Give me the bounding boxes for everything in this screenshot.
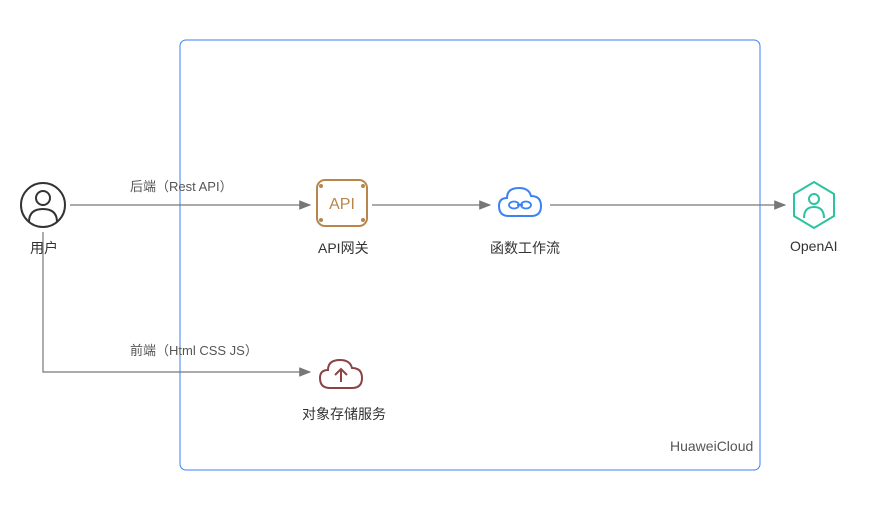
edge-label-frontend: 前端（Html CSS JS） [130,340,258,359]
openai-icon [794,182,834,228]
edge-label-backend: 后端（Rest API） [130,176,233,195]
function-workflow-icon [499,188,541,216]
openai-label: OpenAI [790,238,837,254]
api-icon-text: API [329,196,355,213]
api-gateway-label: API网关 [318,238,369,258]
container-box [180,40,760,470]
api-gateway-icon: API [317,180,367,226]
user-icon [21,183,65,227]
container-label: HuaweiCloud [670,438,753,454]
function-workflow-label: 函数工作流 [490,238,560,258]
diagram-canvas: API [0,0,876,509]
user-label: 用户 [30,238,58,258]
object-storage-icon [320,360,362,388]
object-storage-label: 对象存储服务 [302,404,386,424]
